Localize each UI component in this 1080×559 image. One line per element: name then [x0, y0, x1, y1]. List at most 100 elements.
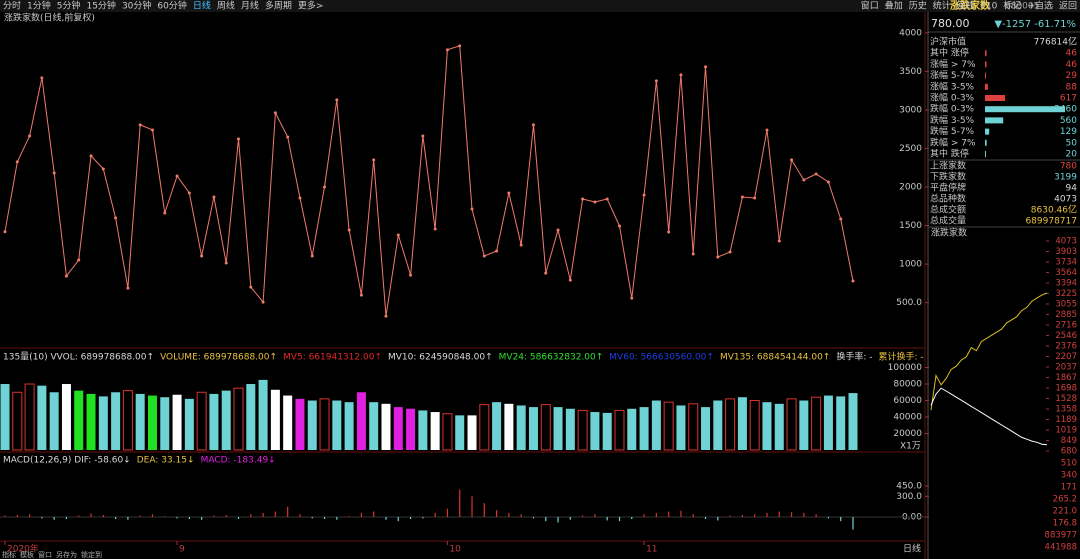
- point: [728, 250, 732, 254]
- stat-label: 跌幅 5-7%: [930, 125, 975, 137]
- bar: [74, 390, 84, 450]
- quote-price: 780.00: [931, 17, 970, 30]
- chart-title: 涨跌家数(日线,前复权): [4, 12, 95, 24]
- tool-button[interactable]: 叠加: [885, 1, 903, 12]
- stat-label: 其中 涨停: [930, 47, 969, 59]
- y-tick-label: 1019: [1055, 426, 1077, 436]
- bottom-tab[interactable]: 模板: [20, 550, 34, 559]
- legend-entry: MV24: 586632832.00↑: [499, 353, 604, 363]
- bar: [504, 403, 514, 450]
- bar: [295, 398, 305, 450]
- bar: [811, 396, 822, 451]
- bar: [823, 395, 833, 450]
- stat-label: 涨幅 0-3%: [930, 92, 975, 104]
- tool-button[interactable]: 画线: [957, 0, 975, 12]
- point: [3, 230, 7, 234]
- stat-value: 29: [1066, 71, 1078, 81]
- bar: [688, 403, 699, 451]
- bar: [37, 385, 47, 450]
- point: [77, 258, 81, 262]
- point: [126, 286, 130, 290]
- bar: [172, 394, 182, 450]
- period-button[interactable]: 月线: [241, 0, 259, 12]
- bar: [356, 392, 366, 450]
- point: [777, 239, 781, 243]
- bar: [701, 407, 711, 450]
- period-button[interactable]: 周线: [217, 0, 235, 12]
- point: [605, 197, 609, 201]
- y-tick-label: 40000: [893, 413, 922, 423]
- point: [52, 171, 56, 175]
- stat-value: 20: [1066, 150, 1078, 160]
- y-tick-label: 1358: [1055, 405, 1077, 415]
- toolbar-bg: [0, 0, 1080, 12]
- y-tick-label: 300.0: [896, 492, 922, 502]
- tool-button[interactable]: 统计: [933, 0, 951, 12]
- bottom-tab[interactable]: 锁定到: [81, 550, 102, 559]
- stat-bar: [985, 83, 988, 90]
- stat-bar: [985, 72, 986, 79]
- stat-bar: [985, 61, 987, 68]
- bar: [540, 404, 551, 451]
- bar: [455, 415, 465, 450]
- period-button[interactable]: 15分钟: [86, 0, 115, 12]
- period-button[interactable]: 日线: [193, 0, 211, 12]
- total-label: 总成交量: [930, 215, 966, 227]
- stat-label: 涨幅 5-7%: [930, 69, 975, 81]
- x-tick-label: 9: [179, 545, 185, 555]
- total-value: 780: [1060, 162, 1077, 172]
- point: [359, 293, 363, 297]
- total-label: 下跌家数: [930, 171, 966, 183]
- tool-button[interactable]: 窗口: [861, 0, 879, 12]
- period-button[interactable]: 60分钟: [157, 0, 186, 12]
- point: [495, 249, 499, 253]
- y-tick-label: 1500: [899, 221, 922, 231]
- point: [433, 227, 437, 231]
- point: [753, 196, 757, 200]
- legend-entry: MV5: 661941312.00↑: [283, 353, 382, 363]
- tool-button[interactable]: F10: [981, 2, 998, 12]
- bar: [590, 412, 600, 450]
- total-label: 总成交额: [930, 204, 966, 216]
- period-button[interactable]: 5分钟: [57, 0, 81, 12]
- y-tick-label: 4073: [1055, 237, 1077, 247]
- y-tick-label: 2376: [1055, 342, 1077, 352]
- point: [654, 79, 658, 83]
- tool-button[interactable]: +自选: [1027, 0, 1053, 12]
- y-tick-label: 3734: [1055, 257, 1077, 267]
- period-button[interactable]: 多周期: [265, 0, 292, 12]
- point: [138, 123, 142, 127]
- point: [347, 228, 351, 232]
- stat-bar: [985, 117, 1004, 124]
- y-tick-label: 60000: [893, 396, 922, 406]
- period-button[interactable]: 1分钟: [27, 0, 51, 12]
- tool-button[interactable]: 历史: [909, 0, 927, 12]
- bar: [430, 412, 440, 450]
- bar: [61, 384, 71, 450]
- point: [298, 196, 302, 200]
- period-button[interactable]: 更多>: [298, 0, 324, 12]
- total-value: 8630.46亿: [1031, 204, 1077, 216]
- total-value: 4073: [1054, 195, 1077, 205]
- legend-entry: DEA: 33.15↓: [137, 456, 195, 466]
- point: [458, 44, 462, 48]
- bottom-tab[interactable]: 指标: [2, 550, 16, 559]
- stat-label: 跌幅 3-5%: [930, 114, 975, 126]
- stat-bar: [985, 106, 1065, 113]
- x-tick-label: 2020年: [7, 543, 39, 555]
- stat-value: 46: [1066, 60, 1078, 70]
- bottom-tab[interactable]: 窗口: [38, 550, 52, 559]
- total-label: 总品种数: [930, 193, 966, 205]
- tool-button[interactable]: 返回: [1059, 0, 1077, 12]
- period-button[interactable]: 分时: [3, 0, 21, 12]
- bar: [749, 400, 760, 451]
- legend-entry: MV10: 624590848.00↑: [388, 353, 493, 363]
- y-tick-label: 1867: [1055, 373, 1077, 383]
- point: [630, 296, 634, 300]
- bar: [651, 400, 661, 450]
- bottom-tab[interactable]: 另存为: [56, 550, 77, 559]
- bar: [307, 400, 317, 450]
- bar: [762, 402, 772, 450]
- tool-button[interactable]: 标记: [1003, 0, 1021, 12]
- period-button[interactable]: 30分钟: [122, 0, 151, 12]
